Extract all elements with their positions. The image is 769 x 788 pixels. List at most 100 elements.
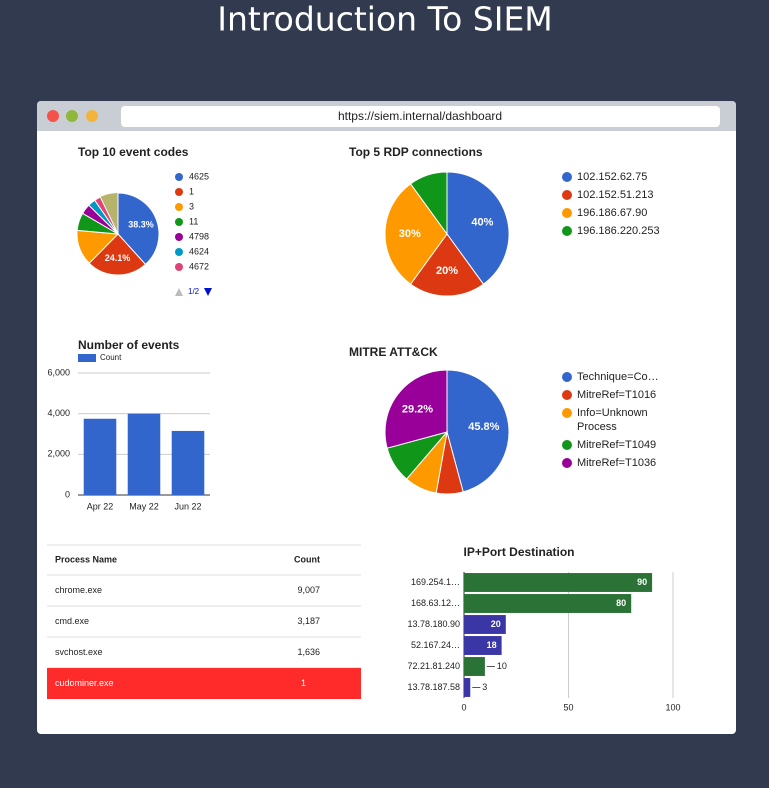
bar	[464, 678, 471, 697]
legend-label: 196.186.67.90	[577, 207, 647, 219]
pie-slice	[409, 171, 448, 236]
legend-label: 1	[189, 186, 194, 196]
table-cell: 3,187	[297, 616, 320, 626]
legend-dot	[562, 440, 572, 450]
legend-label: MitreRef=T1036	[577, 457, 656, 469]
legend-dot	[562, 226, 572, 236]
y-tick-label: 13.78.187.58	[407, 682, 460, 692]
bar	[127, 413, 161, 495]
legend-next[interactable]	[204, 288, 212, 296]
slice-label: 24.1%	[105, 253, 131, 263]
legend-label: Count	[100, 353, 122, 362]
legend-label: 196.186.220.253	[577, 225, 660, 237]
table-cell: chrome.exe	[55, 585, 102, 595]
y-tick-label: 6,000	[47, 367, 70, 377]
slice-label: 38.3%	[128, 220, 154, 230]
y-tick-label: 2,000	[47, 449, 70, 459]
legend-label: Technique=Co…	[577, 371, 659, 383]
table-header: Process Name	[55, 554, 117, 564]
legend-dot	[562, 458, 572, 468]
slice-label: 30%	[399, 228, 421, 240]
bar	[83, 418, 117, 495]
legend-dot	[562, 390, 572, 400]
legend-label: 4672	[189, 261, 209, 271]
x-tick-label: May 22	[129, 501, 159, 511]
table-cell: cmd.exe	[55, 616, 89, 626]
table-cell: 1,636	[297, 647, 320, 657]
maximize-dot[interactable]	[66, 110, 78, 122]
legend-prev[interactable]	[175, 288, 183, 296]
legend-label: 11	[189, 216, 198, 226]
legend-label: 4798	[189, 231, 209, 241]
chart-title: MITRE ATT&CK	[349, 345, 438, 359]
legend-label: MitreRef=T1016	[577, 389, 656, 401]
bar	[464, 615, 506, 634]
slice-label: 40%	[471, 216, 493, 228]
x-tick-label: 0	[461, 702, 466, 712]
table-cell: svchost.exe	[55, 647, 103, 657]
url-bar[interactable]	[121, 106, 720, 127]
legend-dot	[175, 218, 183, 226]
legend-dot	[562, 190, 572, 200]
value-label: 20	[491, 619, 501, 629]
legend-dot	[175, 233, 183, 241]
y-tick-label: 72.21.81.240	[407, 661, 460, 671]
url: https://siem.internal/dashboard	[338, 109, 502, 123]
legend-dot	[175, 248, 183, 256]
table-cell: 9,007	[297, 585, 320, 595]
pie-slice	[384, 183, 448, 285]
legend-swatch	[78, 354, 96, 362]
table-cell: cudominer.exe	[55, 678, 114, 688]
y-tick-label: 52.167.24…	[411, 640, 460, 650]
legend-dot	[562, 208, 572, 218]
close-dot[interactable]	[47, 110, 59, 122]
pie-slice	[446, 369, 510, 493]
pie-slice	[384, 369, 448, 449]
table-cell: 1	[301, 678, 306, 688]
minimize-dot[interactable]	[86, 110, 98, 122]
pie-slice	[446, 171, 510, 285]
legend-dot	[562, 408, 572, 418]
bar	[464, 636, 502, 655]
legend-label: 4625	[189, 171, 209, 181]
chart-title: Top 10 event codes	[78, 145, 189, 159]
bar	[171, 430, 205, 495]
slice-label: 45.8%	[468, 421, 499, 433]
pie-slice	[117, 192, 160, 266]
y-tick-label: 0	[65, 489, 70, 499]
legend-dot	[175, 188, 183, 196]
y-tick-label: 169.254.1…	[411, 577, 460, 587]
legend-dot	[562, 172, 572, 182]
bar	[464, 573, 653, 592]
pie-slice	[409, 233, 485, 297]
chart-title: IP+Port Destination	[463, 545, 574, 559]
pie-slice	[88, 233, 147, 276]
legend-label: 102.152.62.75	[577, 171, 647, 183]
x-tick-label: Jun 22	[174, 501, 201, 511]
x-tick-label: 50	[563, 702, 573, 712]
x-tick-label: Apr 22	[87, 501, 114, 511]
x-tick-label: 100	[665, 702, 680, 712]
legend-dot	[175, 203, 183, 211]
y-tick-label: 13.78.180.90	[407, 619, 460, 629]
page-title: Introduction To SIEM	[217, 0, 553, 39]
legend-page: 1/2	[188, 287, 200, 296]
bar	[464, 594, 632, 613]
value-label: 80	[616, 598, 626, 608]
value-label: 18	[487, 640, 497, 650]
bar	[464, 657, 485, 676]
highlight-row	[47, 668, 361, 699]
legend-label: Info=Unknown Process	[577, 407, 648, 433]
chart-title: Top 5 RDP connections	[349, 145, 483, 159]
slice-label: 29.2%	[402, 403, 433, 415]
legend-dot	[175, 263, 183, 271]
chart-title: Number of events	[78, 338, 180, 352]
legend-dot	[562, 372, 572, 382]
value-label: 90	[637, 577, 647, 587]
value-label: 3	[482, 682, 487, 692]
legend-label: 3	[189, 201, 194, 211]
y-tick-label: 4,000	[47, 408, 70, 418]
value-label: 10	[497, 661, 507, 671]
slice-label: 20%	[436, 265, 458, 277]
